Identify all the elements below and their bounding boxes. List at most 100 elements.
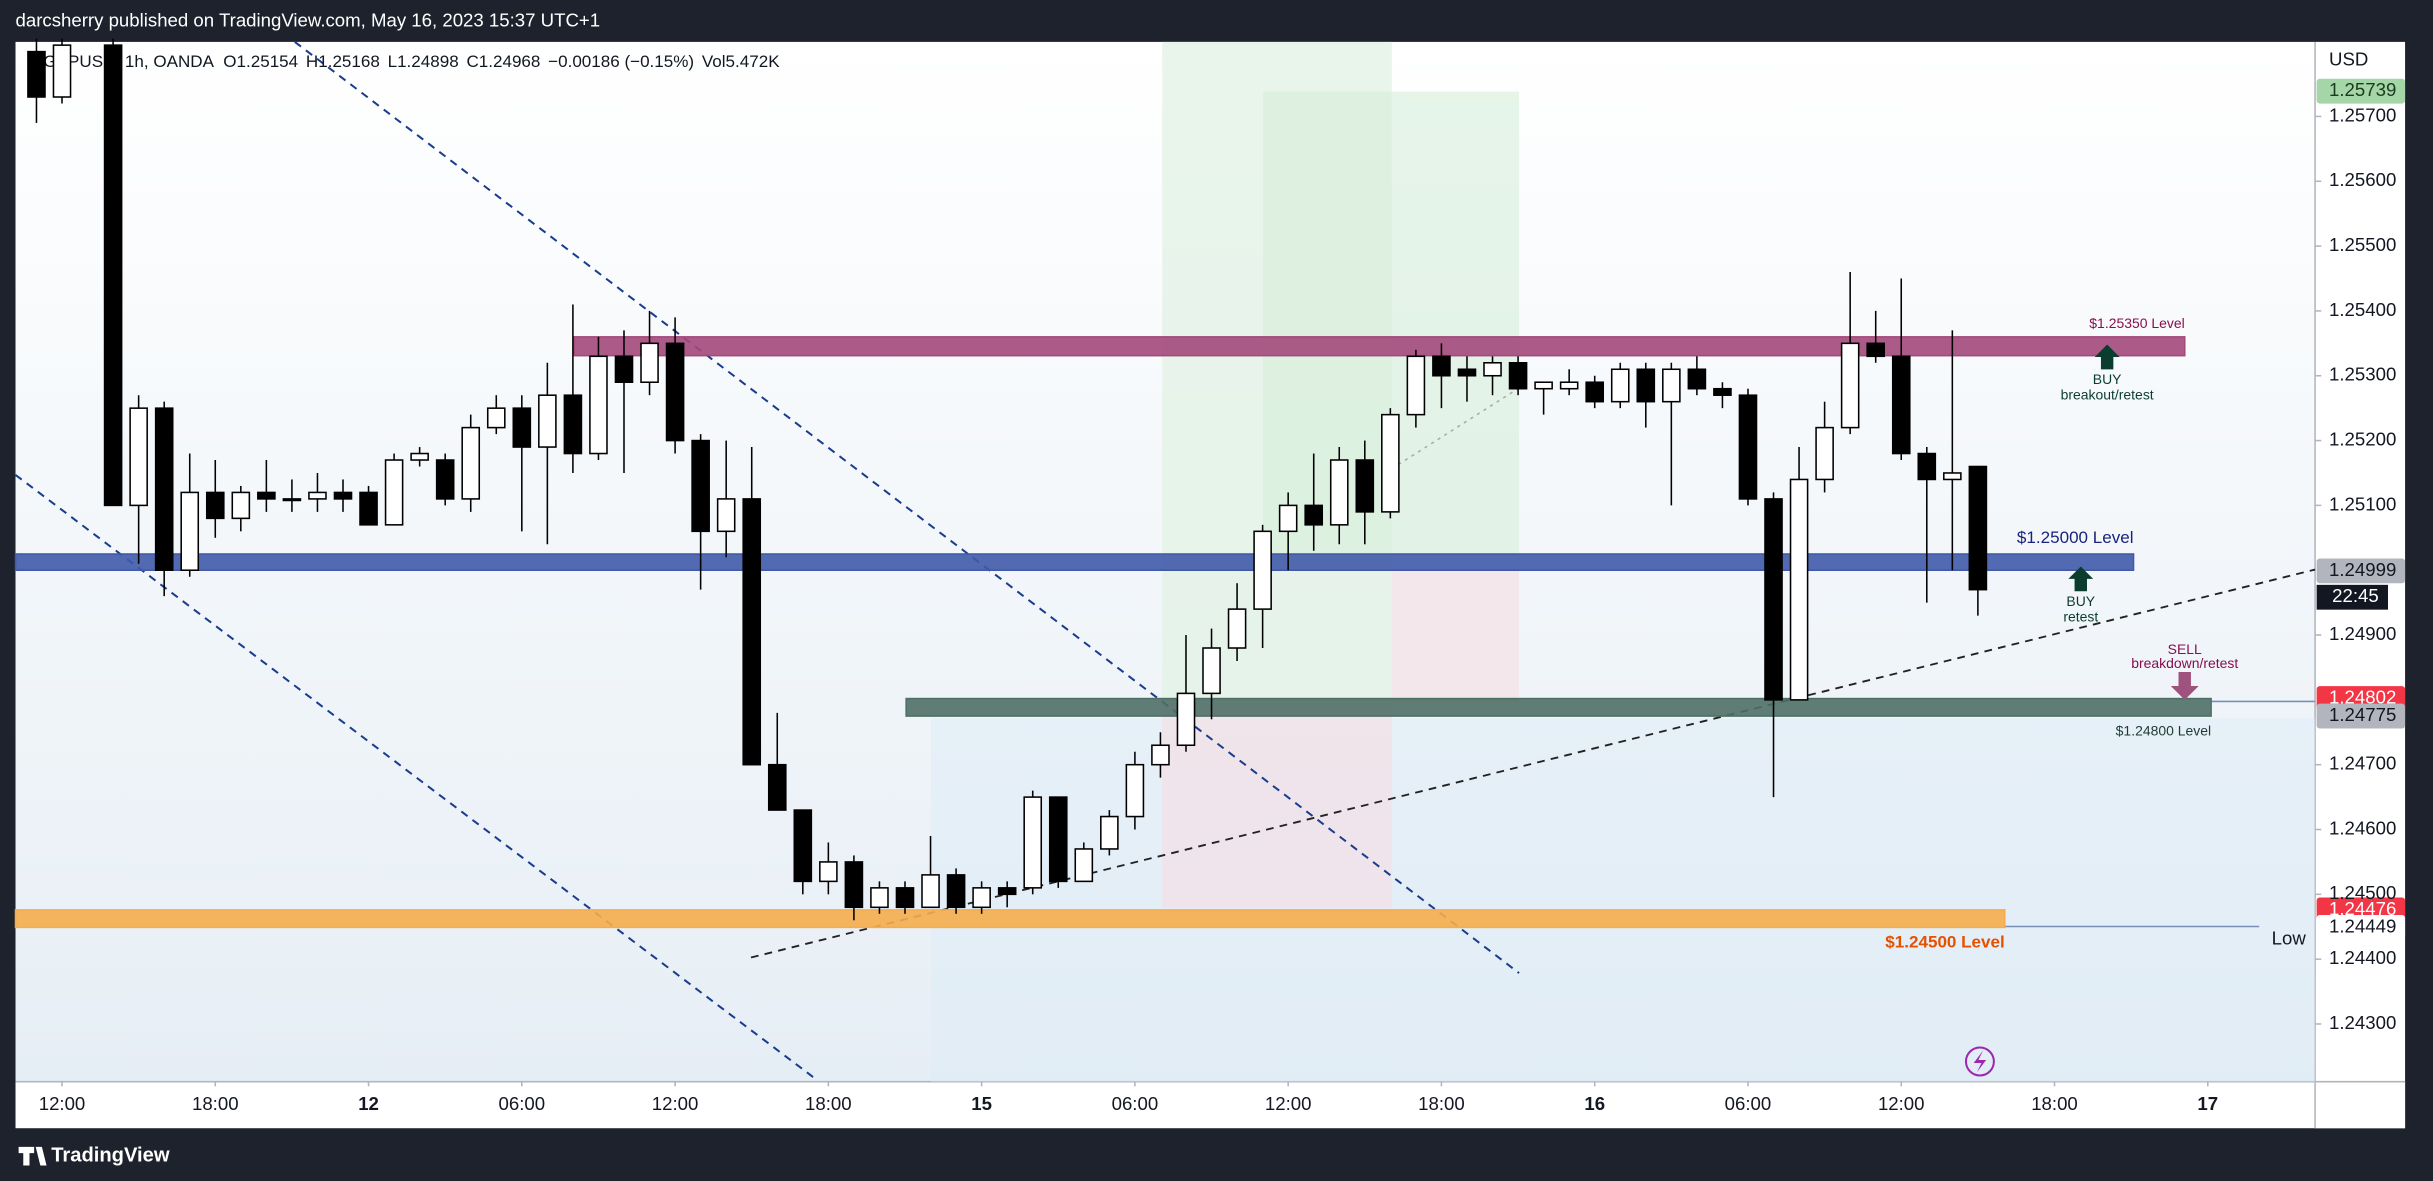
candle-body — [1100, 815, 1119, 850]
y-tick-label: 1.25500 — [2329, 234, 2396, 255]
x-tick-label: 06:00 — [1725, 1093, 1772, 1114]
time-axis — [15, 1081, 2406, 1129]
y-tick-label: 1.24300 — [2329, 1012, 2396, 1033]
candle-body — [333, 491, 353, 500]
candle-body — [512, 407, 532, 448]
candle-body — [1713, 387, 1732, 396]
candle-body — [844, 861, 864, 909]
candle-body — [1636, 368, 1656, 403]
countdown-tag — [2316, 584, 2389, 610]
price-tag — [2316, 558, 2406, 584]
candle-body — [282, 498, 302, 502]
candle-body — [691, 439, 710, 533]
candle-body — [231, 491, 251, 520]
x-tick-label: 12:00 — [652, 1093, 699, 1114]
alert-icon[interactable] — [1964, 1046, 1995, 1077]
x-tick-label: 18:00 — [805, 1093, 852, 1114]
candle-body — [1023, 796, 1043, 889]
candle-body — [538, 394, 557, 448]
zones: $1.25350 Level $1.25000 Level $1.24800 Lev… — [14, 315, 2212, 951]
price-tag-label: 1.24802 — [2329, 686, 2396, 707]
candle-body — [819, 861, 838, 883]
candle-body — [205, 491, 225, 520]
candle-body — [1508, 362, 1528, 390]
price-tag-label: 1.25739 — [2329, 79, 2396, 100]
candle-body — [154, 407, 174, 571]
y-tick-label: 1.24900 — [2329, 623, 2396, 644]
legend: GBPUSD, 1h, OANDA O1.25154 H1.25168 L1.2489… — [43, 52, 780, 71]
annotation-text: breakout/retest — [2061, 386, 2154, 402]
candle-body — [1559, 381, 1579, 390]
x-tick-label: 12:00 — [39, 1093, 86, 1114]
candle-body — [52, 44, 72, 98]
level-label: $1.25000 Level — [2017, 528, 2134, 547]
price-tag-label: 1.24999 — [2329, 559, 2396, 580]
x-tick-label: 12:00 — [1878, 1093, 1925, 1114]
level-zone — [14, 909, 2006, 929]
candle-body — [921, 874, 940, 909]
candle-body — [1176, 692, 1196, 747]
candle-body — [972, 887, 991, 909]
candle-body — [589, 355, 608, 455]
candle-body — [946, 874, 966, 909]
candle-body — [640, 342, 659, 384]
candle-body — [1151, 744, 1170, 766]
currency: USD — [2329, 48, 2368, 69]
candle-body — [410, 452, 429, 461]
candle-body — [1585, 381, 1605, 403]
y-tick-label: 1.25300 — [2329, 364, 2396, 385]
footer-text: TradingView — [51, 1144, 170, 1166]
level-zone — [573, 336, 2186, 357]
candles — [27, 38, 1988, 921]
x-tick-label: 17 — [2197, 1093, 2218, 1114]
x-tick-label: 06:00 — [499, 1093, 546, 1114]
candle-body — [767, 763, 787, 811]
x-tick-label: 12 — [358, 1093, 379, 1114]
x-tick-label: 06:00 — [1112, 1093, 1159, 1114]
candle-body — [1253, 530, 1272, 610]
candle-body — [895, 887, 915, 909]
candle-body — [1355, 459, 1375, 513]
candle-body — [742, 498, 762, 766]
candle-body — [1381, 413, 1400, 513]
candle-body — [1687, 368, 1707, 390]
y-tick-label: 1.24600 — [2329, 817, 2396, 838]
candle-body — [27, 50, 46, 98]
level-label: $1.25350 Level — [2089, 315, 2184, 331]
legend-item: Vol5.472K — [702, 52, 780, 71]
x-tick-label: 18:00 — [2031, 1093, 2078, 1114]
candle-body — [793, 809, 813, 883]
x-tick-label: 15 — [971, 1093, 992, 1114]
annotation-text: retest — [2063, 608, 2098, 624]
candle-body — [1764, 498, 1783, 701]
candle-body — [563, 394, 583, 455]
candle-body — [1789, 478, 1809, 701]
candle-body — [461, 426, 481, 500]
y-tick-label: 1.25100 — [2329, 493, 2396, 514]
candle-body — [1534, 381, 1553, 390]
candle-body — [1610, 368, 1630, 403]
candle-body — [1048, 796, 1068, 883]
candle-body — [1483, 362, 1502, 377]
level-label: $1.24800 Level — [2116, 722, 2211, 738]
candle-body — [308, 491, 327, 500]
annotation-text: SELL — [2168, 641, 2202, 657]
candle-body — [1074, 848, 1094, 883]
legend-item: C1.24968 — [466, 52, 540, 71]
candle-body — [1917, 452, 1937, 481]
x-tick-label: 18:00 — [192, 1093, 239, 1114]
legend-item: H1.25168 — [306, 52, 380, 71]
price-tag-label: 1.24775 — [2329, 704, 2396, 725]
candle-body — [1943, 472, 1962, 481]
legend-item: L1.24898 — [388, 52, 459, 71]
candle-body — [129, 407, 148, 507]
legend-item: −0.00186 (−0.15%) — [548, 52, 694, 71]
guide-line — [1391, 387, 1520, 470]
long-loss-area — [1162, 703, 1392, 908]
price-tag-label: 1.24449 — [2329, 915, 2396, 936]
y-tick-label: 1.25200 — [2329, 428, 2396, 449]
y-tick-label: 1.25600 — [2329, 169, 2396, 190]
candle-body — [1125, 763, 1145, 818]
candle-body — [1406, 355, 1426, 416]
